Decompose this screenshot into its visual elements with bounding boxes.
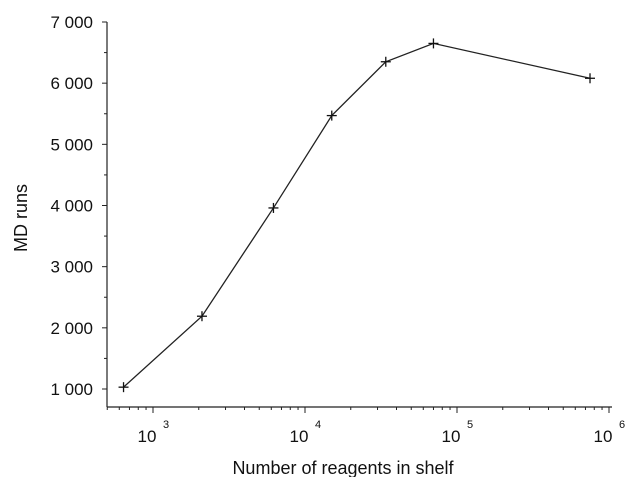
y-tick-label: 4 000: [50, 197, 93, 216]
x-tick-label: 10: [594, 427, 613, 446]
series-line: [123, 42, 591, 388]
y-tick-label: 1 000: [50, 380, 93, 399]
y-tick-label: 2 000: [50, 319, 93, 338]
x-tick-exponent: 5: [467, 419, 473, 431]
x-tick-exponent: 6: [619, 419, 625, 431]
data-point-marker: [380, 56, 391, 67]
data-point-marker: [428, 38, 439, 49]
x-tick-label: 10: [138, 427, 157, 446]
x-tick-label: 10: [290, 427, 309, 446]
y-tick-label: 6 000: [50, 74, 93, 93]
y-axis-title: MD runs: [11, 184, 31, 252]
data-point-marker: [118, 382, 129, 393]
data-point-marker: [196, 311, 207, 322]
series-layer: [118, 38, 596, 393]
data-point-marker: [268, 202, 279, 213]
x-tick-label: 10: [442, 427, 461, 446]
y-tick-label: 5 000: [50, 135, 93, 154]
y-tick-label: 7 000: [50, 13, 93, 32]
x-tick-exponent: 3: [163, 419, 169, 431]
x-tick-exponent: 4: [315, 419, 321, 431]
data-point-marker: [326, 110, 337, 121]
x-axis-title: Number of reagents in shelf: [232, 458, 454, 477]
y-tick-label: 3 000: [50, 258, 93, 277]
x-axis: 10 3 10 4 10 5 10 6: [106, 406, 625, 446]
y-axis: 1 000 2 000 3 000 4 000 5 000 6 000 7 000: [50, 13, 108, 407]
data-point-marker: [585, 73, 596, 84]
